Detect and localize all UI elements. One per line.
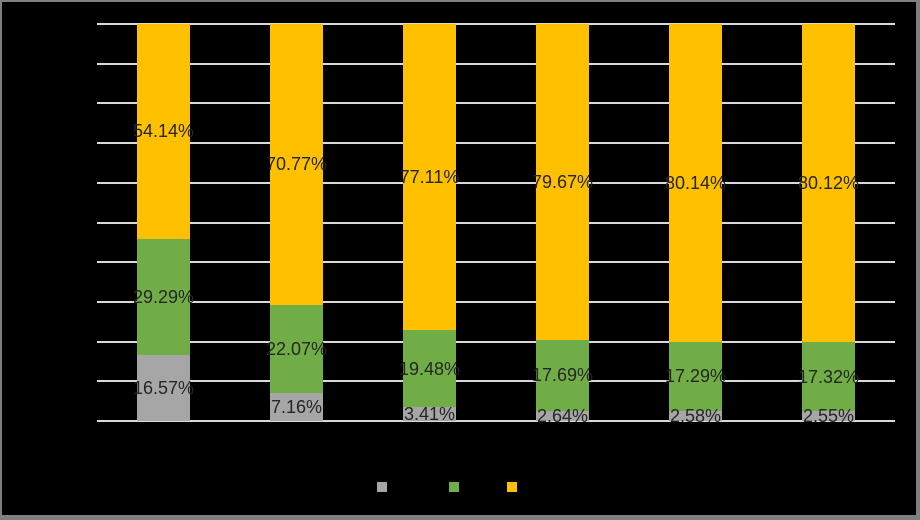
bar-stack: 2.64% 17.69% 79.67% (532, 24, 593, 425)
bar-segment-gray-series: 3.41% (403, 404, 456, 425)
gridline (97, 142, 895, 145)
bar-stack: 2.58% 17.29% 80.14% (665, 24, 726, 425)
bar-segment-yellow-series: 80.12% (798, 24, 859, 343)
data-label: 16.57% (132, 378, 195, 399)
bar-segment-yellow-series: 70.77% (266, 24, 327, 305)
bar-group: 16.57% 29.29% 54.14% (97, 24, 230, 421)
gridline (97, 181, 895, 184)
bar-stack: 3.41% 19.48% 77.11% (399, 24, 460, 425)
data-label: 70.77% (265, 154, 328, 175)
data-label: 77.11% (399, 167, 460, 188)
legend-marker-yellow-series (507, 482, 517, 492)
bar-segment-green-series: 17.29% (665, 342, 726, 411)
gridline (97, 23, 895, 25)
data-label: 22.07% (265, 338, 328, 359)
data-label: 2.55% (802, 405, 855, 426)
bar-segment-green-series: 17.32% (798, 342, 859, 411)
bar-stack: 2.55% 17.32% 80.12% (798, 24, 859, 425)
data-label: 3.41% (403, 404, 456, 425)
bar-group: 7.16% 22.07% 70.77% (230, 24, 363, 421)
gridline (97, 261, 895, 264)
legend-marker-gray-series (377, 482, 387, 492)
gridline (97, 340, 895, 343)
gridline (97, 300, 895, 303)
gridline (97, 380, 895, 383)
data-label: 17.29% (664, 366, 727, 387)
gridline (97, 102, 895, 105)
bar-segment-green-series: 17.69% (532, 340, 593, 411)
bar-segment-gray-series: 2.64% (536, 407, 589, 425)
gridline (97, 221, 895, 224)
data-label: 19.48% (398, 358, 461, 379)
data-label: 7.16% (270, 396, 323, 417)
bar-segment-gray-series: 2.58% (669, 407, 722, 425)
data-label: 80.14% (664, 173, 727, 194)
bar-segment-green-series: 22.07% (266, 304, 327, 393)
bars-row: 16.57% 29.29% 54.14% 7.16% 22.07% 70.77% 3.41%… (97, 24, 895, 425)
bar-segment-yellow-series: 80.14% (665, 24, 726, 343)
bar-segment-green-series: 29.29% (133, 238, 194, 356)
data-label: 54.14% (132, 121, 195, 142)
bar-stack: 16.57% 29.29% 54.14% (133, 24, 194, 421)
bar-segment-yellow-series: 77.11% (400, 24, 459, 331)
gridlines (97, 23, 895, 422)
data-label: 29.29% (132, 287, 195, 308)
bar-segment-gray-series: 16.57% (133, 355, 194, 421)
gridline (97, 62, 895, 65)
plot-area: 16.57% 29.29% 54.14% 7.16% 22.07% 70.77% 3.41%… (97, 23, 895, 425)
bar-group: 2.58% 17.29% 80.14% (629, 24, 762, 425)
bar-stack: 7.16% 22.07% 70.77% (266, 24, 327, 421)
bar-group: 3.41% 19.48% 77.11% (363, 24, 496, 425)
data-label: 2.64% (536, 405, 589, 426)
bar-segment-yellow-series: 54.14% (133, 24, 194, 239)
bar-group: 2.55% 17.32% 80.12% (762, 24, 895, 425)
gridline (97, 420, 895, 422)
bar-segment-gray-series: 2.55% (802, 407, 855, 425)
legend-marker-green-series (449, 482, 459, 492)
bar-group: 2.64% 17.69% 79.67% (496, 24, 629, 425)
data-label: 17.69% (531, 365, 594, 386)
data-label: 17.32% (797, 366, 860, 387)
data-label: 79.67% (531, 172, 594, 193)
data-label: 80.12% (797, 173, 860, 194)
bar-segment-gray-series: 7.16% (270, 392, 323, 421)
data-label: 2.58% (669, 405, 722, 426)
bar-segment-yellow-series: 79.67% (532, 24, 593, 341)
bar-segment-green-series: 19.48% (399, 330, 460, 408)
